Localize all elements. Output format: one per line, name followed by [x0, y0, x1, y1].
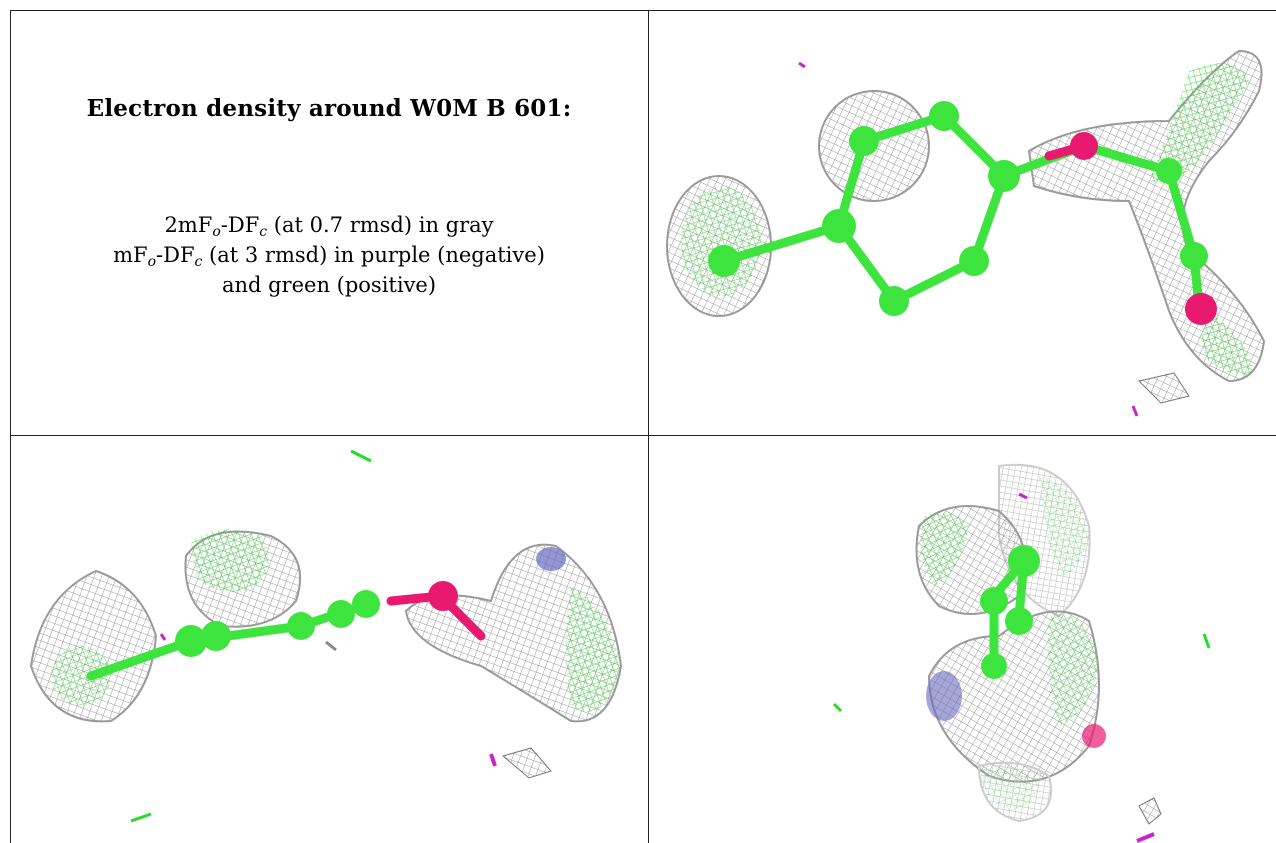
oxygen-atom — [428, 581, 458, 611]
border-top — [10, 10, 1276, 11]
density-view-top-right — [666, 49, 1266, 417]
legend-line-1: 2mFo-DFc (at 0.7 rmsd) in gray — [164, 213, 494, 240]
figure-grid: Electron density around W0M B 601: 2mFo-… — [10, 10, 1276, 843]
green-mesh-blob — [1201, 311, 1254, 375]
oxygen-atom — [1185, 293, 1217, 325]
density-view-bottom-right — [832, 463, 1211, 843]
view-bottom-right — [649, 436, 1276, 843]
green-mesh-blob — [1149, 63, 1249, 184]
figure-legend: 2mFo-DFc (at 0.7 rmsd) in gray mFo-DFc (… — [10, 210, 648, 300]
nitrogen-mesh — [926, 671, 962, 721]
nitrogen-mesh — [536, 547, 566, 571]
purple-mesh-fragment — [1136, 832, 1155, 843]
border-middle-horizontal — [10, 435, 1276, 436]
view-bottom-left — [11, 436, 648, 843]
green-mesh-blob — [979, 767, 1039, 811]
gray-mesh-fragment — [1138, 797, 1162, 825]
green-mesh-fragment — [350, 449, 372, 463]
green-mesh-blob — [681, 186, 761, 296]
green-mesh-fragment — [130, 812, 152, 823]
carbon-atoms — [980, 545, 1040, 679]
green-mesh-blob — [1047, 614, 1099, 726]
carbon-atoms — [708, 101, 1208, 316]
gray-mesh-blob — [404, 543, 623, 723]
oxygen-atom — [1082, 724, 1106, 748]
green-mesh-blob — [1039, 476, 1089, 576]
border-left — [10, 10, 11, 843]
purple-mesh-fragment — [159, 633, 167, 641]
purple-mesh-fragment — [489, 753, 497, 767]
carbon-atoms — [175, 590, 380, 657]
green-mesh-fragment — [832, 702, 843, 713]
density-view-bottom-left — [29, 449, 623, 823]
figure-title: Electron density around W0M B 601: — [86, 95, 572, 122]
legend-line-2: mFo-DFc (at 3 rmsd) in purple (negative) — [113, 243, 545, 270]
green-mesh-blob — [566, 586, 621, 712]
caption-cell: Electron density around W0M B 601: 2mFo-… — [10, 10, 648, 435]
purple-mesh-fragment — [1131, 405, 1139, 417]
gray-mesh-fragment — [325, 640, 337, 652]
green-mesh-blob — [191, 529, 269, 592]
purple-mesh-fragment — [1018, 492, 1028, 500]
green-mesh-blob — [51, 646, 111, 706]
oxygen-atom — [1070, 132, 1098, 160]
purple-mesh-fragment — [798, 61, 806, 69]
legend-line-3: and green (positive) — [221, 273, 437, 297]
gray-mesh-fragment — [1138, 372, 1190, 404]
view-top-right — [649, 11, 1276, 435]
green-mesh-fragment — [1202, 633, 1211, 649]
border-middle-vertical — [648, 10, 649, 843]
gray-mesh-fragment — [501, 747, 552, 779]
green-mesh-blob — [920, 512, 969, 586]
